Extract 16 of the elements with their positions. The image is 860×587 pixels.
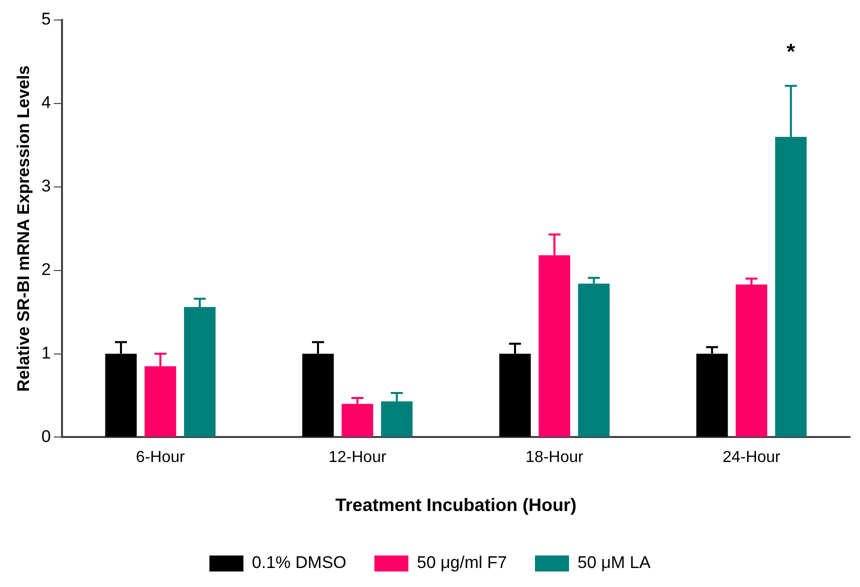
legend-label: 50 μM LA bbox=[577, 553, 652, 572]
x-tick-label: 12-Hour bbox=[328, 449, 387, 466]
y-tick-label: 0 bbox=[41, 426, 51, 446]
x-tick-label: 6-Hour bbox=[136, 449, 186, 466]
y-tick-label: 2 bbox=[41, 260, 51, 280]
y-tick-label: 3 bbox=[41, 176, 51, 196]
y-tick-label: 4 bbox=[41, 93, 51, 112]
x-tick-label: 24-Hour bbox=[722, 449, 782, 466]
y-tick-label: 5 bbox=[41, 10, 51, 29]
x-axis-title: Treatment Incubation (Hour) bbox=[335, 495, 576, 516]
y-axis-title: Relative SR-BI mRNA Expression Levels bbox=[14, 65, 33, 392]
y-tick-label: 1 bbox=[41, 343, 51, 362]
legend-label: 0.1% DMSO bbox=[252, 553, 346, 572]
legend-label: 50 μg/ml F7 bbox=[416, 553, 507, 572]
annotation: * bbox=[786, 38, 796, 64]
x-tick-label: 18-Hour bbox=[526, 449, 584, 466]
